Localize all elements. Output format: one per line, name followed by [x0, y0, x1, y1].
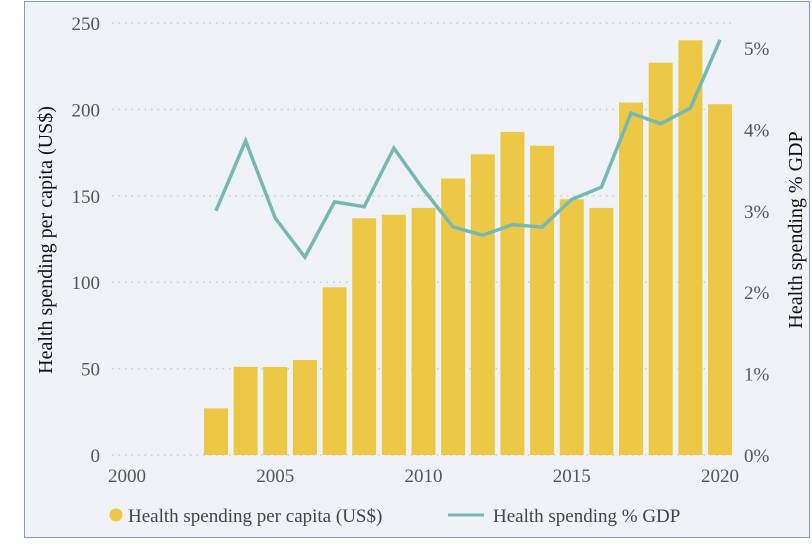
bar	[292, 359, 317, 455]
y-axis-label: Health spending per capita (US$)	[35, 106, 57, 374]
bar	[470, 154, 495, 455]
bar	[500, 131, 525, 455]
y-tick-label: 100	[72, 273, 101, 294]
bar	[381, 214, 406, 455]
y2-tick-label: 3%	[744, 202, 770, 223]
bar	[648, 62, 673, 456]
legend-bar-label: Health spending per capita (US$)	[128, 506, 382, 527]
bar	[411, 207, 436, 455]
y-tick-label: 150	[72, 187, 101, 208]
bar	[203, 408, 228, 455]
y-tick-label: 250	[72, 14, 101, 35]
bar	[619, 102, 644, 455]
x-tick-label: 2000	[108, 466, 146, 487]
line-series	[214, 39, 722, 261]
y-tick-label: 50	[81, 360, 100, 381]
bar	[708, 104, 732, 455]
y2-tick-label: 5%	[744, 39, 770, 60]
bar	[559, 199, 584, 455]
y2-tick-label: 1%	[744, 365, 770, 386]
y-tick-label: 200	[72, 100, 101, 121]
y2-tick-label: 4%	[744, 120, 770, 141]
x-tick-label: 2015	[553, 466, 591, 487]
y2-tick-label: 2%	[744, 283, 770, 304]
bar	[263, 366, 288, 455]
y-tick-label: 0	[91, 446, 101, 467]
bar	[352, 218, 377, 455]
bar	[441, 178, 466, 455]
y2-tick-label: 0%	[744, 446, 770, 467]
bar	[589, 207, 614, 455]
bar	[322, 287, 347, 455]
x-tick-label: 2020	[701, 466, 739, 487]
legend-line-label: Health spending % GDP	[493, 506, 680, 527]
x-tick-label: 2010	[405, 466, 443, 487]
legend-bar-marker	[109, 508, 123, 522]
bar	[233, 366, 258, 455]
bar	[530, 145, 555, 456]
bar	[678, 40, 703, 455]
y2-axis-label: Health spending % GDP	[785, 131, 807, 328]
x-tick-label: 2005	[256, 466, 294, 487]
